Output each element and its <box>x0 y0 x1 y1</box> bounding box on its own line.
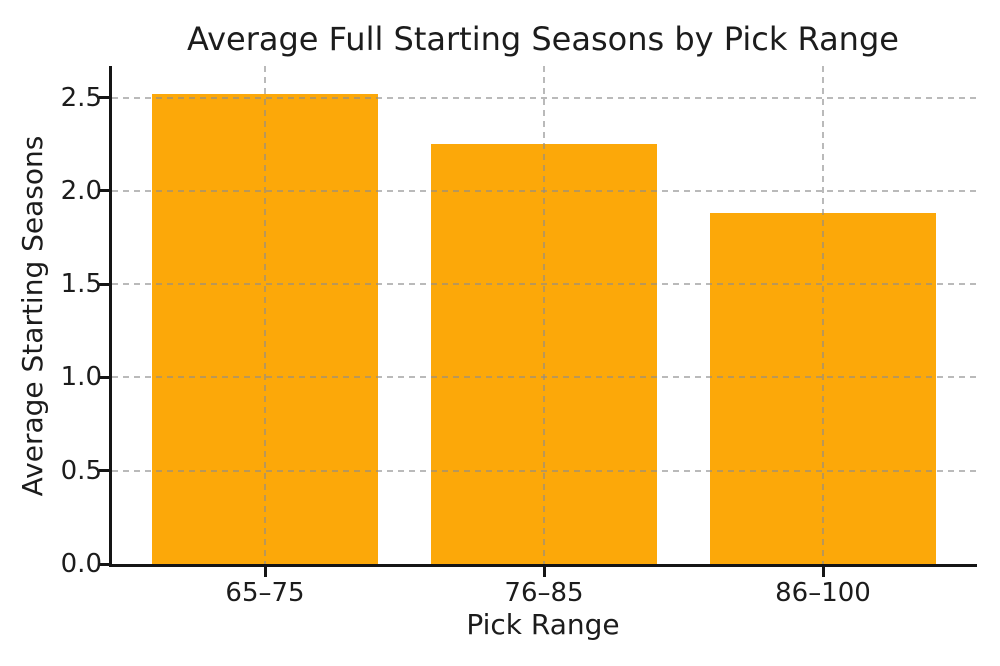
y-tick-mark <box>99 469 112 473</box>
y-tick-label: 2.0 <box>60 175 102 206</box>
y-tick-mark <box>99 282 112 286</box>
x-tick-mark <box>263 567 267 577</box>
y-tick-label: 1.0 <box>60 362 102 393</box>
y-tick-label: 2.5 <box>60 82 102 113</box>
x-tick-label: 76–85 <box>504 578 584 608</box>
x-tick-label: 86–100 <box>775 578 871 608</box>
y-tick-mark <box>99 375 112 379</box>
chart-title: Average Full Starting Seasons by Pick Ra… <box>187 20 899 58</box>
v-gridline <box>822 66 824 564</box>
x-tick-mark <box>821 567 825 577</box>
v-gridline <box>264 66 266 564</box>
y-tick-mark <box>99 96 112 100</box>
y-tick-label: 0.5 <box>60 455 102 486</box>
x-tick-mark <box>542 567 546 577</box>
y-tick-label: 0.0 <box>60 549 102 579</box>
y-tick-label: 1.5 <box>60 269 102 300</box>
v-gridline <box>543 66 545 564</box>
x-tick-label: 65–75 <box>225 578 305 608</box>
y-tick-mark <box>99 189 112 193</box>
x-axis-label: Pick Range <box>466 608 620 641</box>
y-tick-mark <box>99 562 112 566</box>
plot-area: 0.0 0.5 1.0 1.5 2.0 2.5 65–75 76–85 86–100 <box>61 66 977 608</box>
